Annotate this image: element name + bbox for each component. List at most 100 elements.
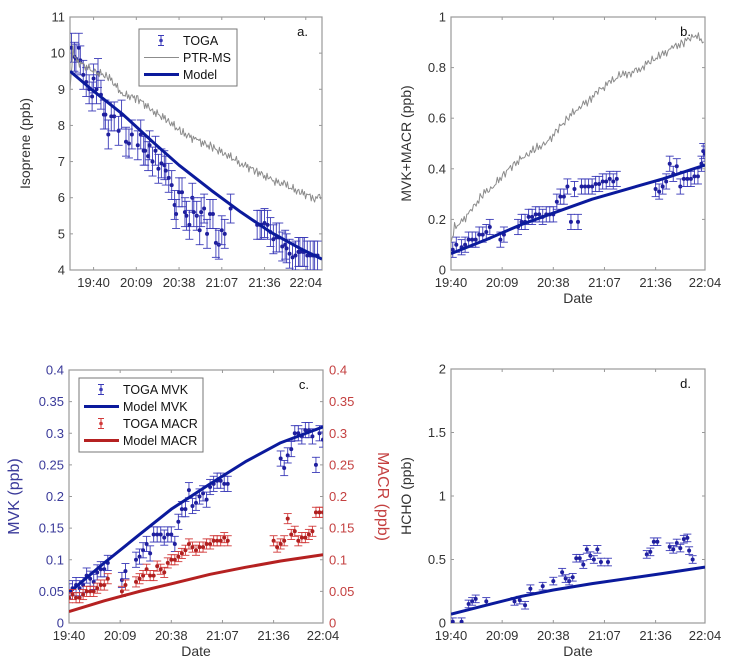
- marker: [561, 194, 566, 199]
- marker: [225, 481, 230, 486]
- plot-area-d: [451, 533, 705, 623]
- data-point: [135, 573, 144, 585]
- marker: [651, 539, 656, 544]
- marker: [124, 139, 128, 144]
- y-tick-label: 0: [57, 616, 64, 631]
- marker: [283, 242, 288, 247]
- marker: [90, 94, 95, 99]
- data-point: [223, 535, 232, 547]
- marker: [685, 535, 690, 540]
- y-tick-label: 0.2: [46, 489, 64, 504]
- marker: [182, 210, 187, 215]
- data-point: [92, 74, 101, 105]
- marker: [88, 576, 93, 581]
- marker: [657, 189, 662, 194]
- marker: [225, 538, 230, 543]
- y-axis-label: Isoprene (ppb): [17, 98, 33, 189]
- data-point: [144, 141, 153, 172]
- marker: [576, 219, 580, 224]
- marker: [126, 141, 131, 146]
- marker: [681, 176, 686, 181]
- marker: [213, 240, 218, 245]
- y-axis-label: HCHO (ppb): [398, 457, 414, 535]
- marker: [84, 589, 89, 594]
- marker: [306, 532, 311, 537]
- plot-area-a: [70, 32, 322, 270]
- marker: [526, 214, 531, 219]
- y-tick-label: 0.2: [428, 212, 446, 227]
- marker: [463, 242, 468, 247]
- x-tick-label: 20:09: [486, 275, 519, 290]
- data-point: [294, 425, 303, 442]
- data-point: [319, 506, 323, 518]
- x-tick-label: 21:07: [206, 275, 239, 290]
- marker: [172, 541, 177, 546]
- data-point: [457, 617, 466, 623]
- y-tick-label: 1: [439, 489, 446, 504]
- data-point: [276, 450, 285, 467]
- data-point: [693, 168, 702, 185]
- data-point: [160, 566, 169, 578]
- marker: [218, 478, 223, 483]
- legend-item: Model MVK: [84, 400, 188, 414]
- marker: [176, 554, 181, 559]
- data-point: [79, 589, 88, 601]
- marker: [81, 592, 86, 597]
- marker: [169, 183, 174, 188]
- x-tick-label: 19:40: [77, 275, 110, 290]
- data-point: [184, 538, 193, 550]
- marker: [265, 222, 270, 227]
- y-axis-label-right: MACR (ppb): [374, 452, 391, 541]
- marker: [222, 231, 227, 236]
- x-tick-label: 22:04: [689, 628, 722, 643]
- series-line-ptr-ms: [70, 44, 322, 203]
- legend-marker: [99, 421, 103, 426]
- legend-marker: [99, 387, 103, 392]
- marker: [191, 210, 196, 215]
- y-tick-label: 7: [58, 154, 65, 169]
- data-point: [290, 525, 299, 537]
- data-point: [563, 178, 572, 195]
- marker: [303, 428, 308, 433]
- series-line-model: [70, 70, 322, 261]
- marker: [293, 253, 298, 258]
- marker: [498, 237, 503, 242]
- legend-label: TOGA MACR: [123, 417, 198, 431]
- y-tick-label: 1: [439, 10, 446, 25]
- marker: [76, 45, 81, 50]
- marker: [112, 114, 117, 119]
- marker: [695, 174, 700, 179]
- series-line-ptr-ms: [451, 32, 704, 243]
- y-tick-label: 0.05: [39, 584, 64, 599]
- panel-b: 19:40 20:09 20:38 21:07 21:36 22:04 0 0.2 0.4 0.6…: [398, 10, 721, 307]
- marker: [530, 214, 535, 219]
- marker: [282, 466, 287, 471]
- marker: [204, 497, 209, 502]
- marker: [135, 143, 140, 148]
- marker: [296, 538, 301, 543]
- marker: [310, 434, 315, 439]
- x-tick-label: 19:40: [435, 275, 468, 290]
- y-tick-label: 0: [439, 263, 446, 278]
- marker: [577, 556, 582, 561]
- data-point: [160, 529, 169, 546]
- data-point: [180, 197, 189, 228]
- data-point: [471, 594, 480, 604]
- y-tick-label: 0.1: [46, 552, 64, 567]
- marker: [70, 592, 75, 597]
- data-point: [521, 600, 530, 610]
- x-tick-label: 21:36: [639, 275, 672, 290]
- marker: [211, 538, 216, 543]
- marker: [275, 545, 280, 550]
- marker: [595, 547, 600, 552]
- marker: [313, 462, 318, 467]
- x-tick-label: 21:36: [257, 628, 290, 643]
- marker: [116, 128, 121, 133]
- marker: [95, 586, 100, 591]
- data-point: [178, 177, 186, 208]
- series-line-model-mvk: [69, 425, 323, 594]
- y-tick-label: 8: [58, 118, 65, 133]
- marker: [163, 168, 168, 173]
- marker: [134, 557, 139, 562]
- data-point: [582, 545, 591, 554]
